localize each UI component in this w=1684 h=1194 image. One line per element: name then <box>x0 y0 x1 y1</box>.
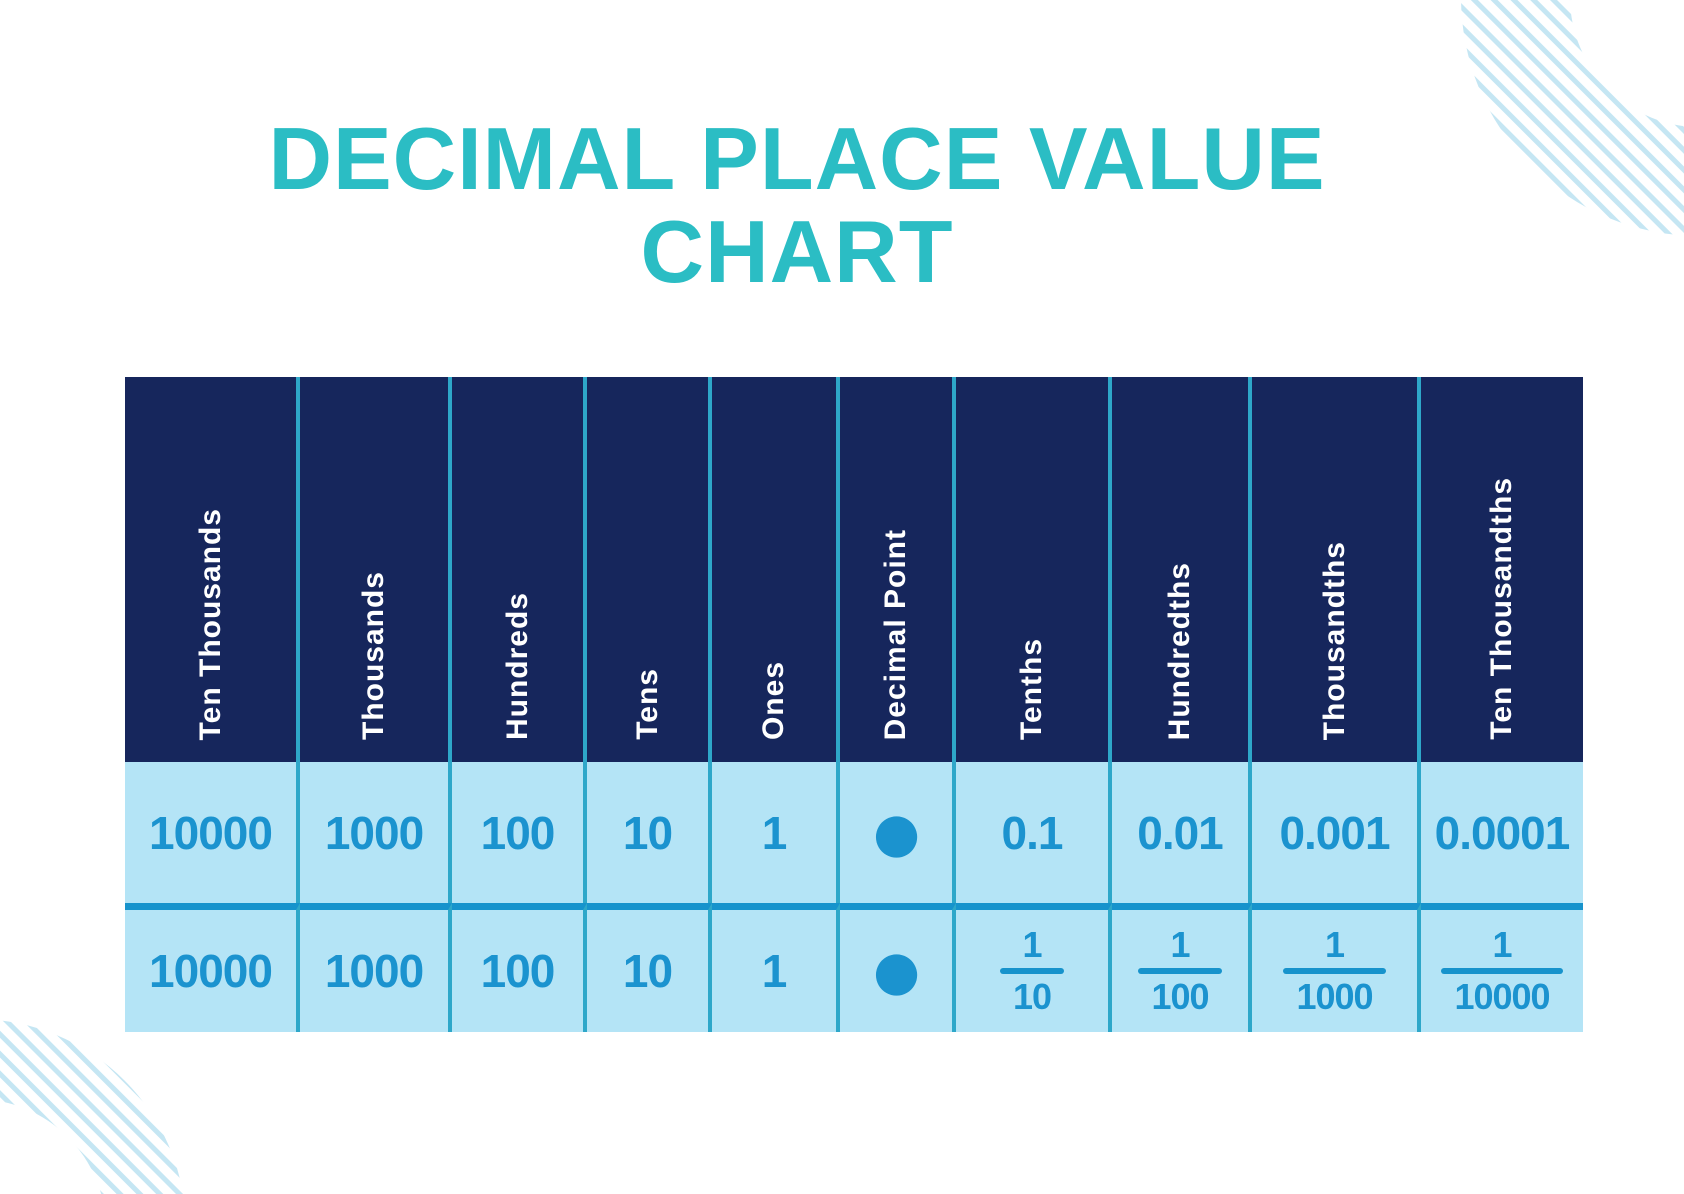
row1-cell-tenths: 0.1 <box>956 762 1112 903</box>
row1-cell-ten-thousandths: 0.0001 <box>1421 762 1583 903</box>
row2-cell-thousandths: 1 1000 <box>1252 903 1421 1032</box>
fraction-one-ten-thousandth: 1 10000 <box>1441 924 1563 1017</box>
fraction-bar <box>1138 968 1222 974</box>
header-cell-ten-thousands: Ten Thousands <box>125 377 300 762</box>
place-value-decimal: 100 <box>480 806 556 859</box>
fraction-denominator: 10 <box>1012 976 1052 1017</box>
column-header-label: Thousandths <box>1317 540 1351 740</box>
place-value-decimal: 0.001 <box>1279 806 1390 859</box>
row1-cell-ones: 1 <box>712 762 840 903</box>
place-value-decimal: 1 <box>761 806 788 859</box>
row1-cell-ten-thousands: 10000 <box>125 762 300 903</box>
row1-cell-decimal-point: ● <box>840 762 956 903</box>
header-cell-tenths: Tenths <box>956 377 1112 762</box>
place-value-number: 1000 <box>324 945 424 997</box>
fraction-numerator: 1 <box>1324 924 1345 965</box>
page-title-line2: CHART <box>640 202 954 302</box>
header-cell-decimal-point: Decimal Point <box>840 377 956 762</box>
place-value-number: 10000 <box>149 945 273 997</box>
header-cell-thousands: Thousands <box>300 377 452 762</box>
fraction-one-tenth: 1 10 <box>999 924 1065 1017</box>
fraction-one-hundredth: 1 100 <box>1138 924 1222 1017</box>
column-header-label: Ten Thousands <box>193 507 227 740</box>
row1-cell-hundredths: 0.01 <box>1112 762 1252 903</box>
row1-cell-thousandths: 0.001 <box>1252 762 1421 903</box>
page-title-line1: DECIMAL PLACE VALUE <box>268 109 1326 208</box>
column-header-label: Ten Thousandths <box>1485 477 1518 740</box>
header-cell-hundredths: Hundredths <box>1112 377 1252 762</box>
row2-cell-ten-thousands: 10000 <box>125 903 300 1032</box>
row2-cell-ones: 1 <box>712 903 840 1032</box>
row2-cell-tens: 10 <box>587 903 712 1032</box>
decimal-point-dot: ● <box>872 800 920 864</box>
place-value-decimal: 10 <box>622 806 673 859</box>
place-value-number: 10 <box>622 945 673 997</box>
header-cell-hundreds: Hundreds <box>452 377 587 762</box>
fraction-denominator: 10000 <box>1454 976 1550 1017</box>
striped-ring-decoration-top-right <box>1461 0 1684 236</box>
fraction-denominator: 100 <box>1151 976 1209 1017</box>
header-cell-thousandths: Thousandths <box>1252 377 1421 762</box>
fraction-one-thousandth: 1 1000 <box>1283 924 1386 1017</box>
header-cell-tens: Tens <box>587 377 712 762</box>
column-header-label: Decimal Point <box>879 528 912 740</box>
header-cell-ten-thousandths: Ten Thousandths <box>1421 377 1583 762</box>
column-header-label: Tens <box>630 668 664 740</box>
fraction-denominator: 1000 <box>1296 976 1373 1017</box>
place-value-number: 1 <box>761 945 788 997</box>
page-title: DECIMAL PLACE VALUE CHART <box>0 112 1684 299</box>
place-value-decimal: 0.0001 <box>1434 806 1571 859</box>
column-header-label: Hundreds <box>500 591 534 740</box>
place-value-table: Ten Thousands Thousands Hundreds Tens On… <box>125 377 1583 1032</box>
place-value-decimal: 0.01 <box>1137 806 1224 859</box>
row2-cell-decimal-point: ● <box>840 903 956 1032</box>
fraction-numerator: 1 <box>1022 924 1042 965</box>
place-value-number: 100 <box>480 945 556 997</box>
fraction-bar <box>1441 968 1563 974</box>
column-header-label: Hundredths <box>1163 561 1196 740</box>
striped-ring-decoration-bottom-left <box>0 1020 184 1194</box>
fraction-bar <box>999 968 1065 974</box>
row1-cell-hundreds: 100 <box>452 762 587 903</box>
column-header-label: Tenths <box>1015 637 1048 740</box>
place-value-decimal: 10000 <box>149 806 273 859</box>
column-header-label: Thousands <box>357 570 390 740</box>
fraction-numerator: 1 <box>1492 924 1512 965</box>
column-header-label: Ones <box>757 660 790 740</box>
decimal-point-dot: ● <box>872 939 920 1002</box>
row1-cell-thousands: 1000 <box>300 762 452 903</box>
row2-cell-thousands: 1000 <box>300 903 452 1032</box>
row1-cell-tens: 10 <box>587 762 712 903</box>
fraction-bar <box>1283 968 1386 974</box>
place-value-decimal: 0.1 <box>1001 806 1064 859</box>
place-value-decimal: 1000 <box>324 806 424 859</box>
row2-cell-tenths: 1 10 <box>956 903 1112 1032</box>
row2-cell-ten-thousandths: 1 10000 <box>1421 903 1583 1032</box>
row2-cell-hundredths: 1 100 <box>1112 903 1252 1032</box>
fraction-numerator: 1 <box>1170 924 1190 965</box>
row2-cell-hundreds: 100 <box>452 903 587 1032</box>
header-cell-ones: Ones <box>712 377 840 762</box>
